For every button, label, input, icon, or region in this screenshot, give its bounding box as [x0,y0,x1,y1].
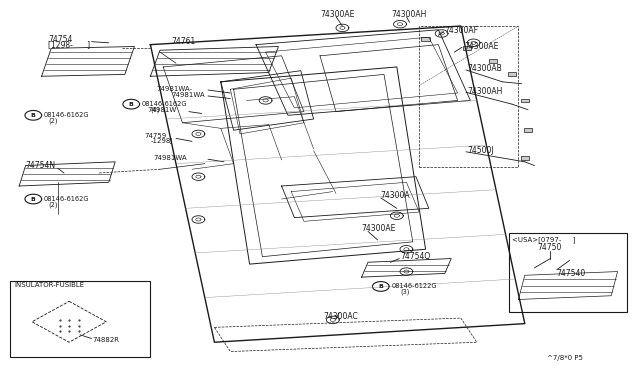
Text: <USA>[0797-     ]: <USA>[0797- ] [512,237,575,243]
Bar [508,73,516,76]
Text: 08146-6162G: 08146-6162G [44,196,89,202]
Bar [489,60,497,63]
Text: B: B [31,196,36,202]
Text: 08146-6122G: 08146-6122G [392,283,437,289]
Text: 74300AE: 74300AE [464,42,499,51]
Text: 08146-6162G: 08146-6162G [142,101,188,107]
Text: 08146-6162G: 08146-6162G [44,112,89,118]
Bar [463,46,471,50]
Text: 74981WA: 74981WA [154,155,188,161]
Bar [524,128,532,132]
Text: [1298-      ]: [1298- ] [48,40,90,49]
Text: B: B [378,284,383,289]
Text: (2): (2) [48,118,58,124]
Bar [10,281,150,357]
Text: 74754Q: 74754Q [400,252,430,261]
Bar [521,156,529,160]
Bar [509,232,627,312]
Text: -1298J: -1298J [150,138,173,144]
Text: 74300AH: 74300AH [467,87,502,96]
Bar [422,37,430,41]
Text: (4): (4) [150,106,160,113]
Text: 74300AE: 74300AE [320,10,355,19]
Bar [521,99,529,102]
Text: 74300AC: 74300AC [323,312,358,321]
Text: B: B [31,113,36,118]
Text: 74981W: 74981W [147,107,177,113]
Text: ^7/8*0 P5: ^7/8*0 P5 [547,355,583,361]
Bar [419,26,518,167]
Text: 74300AF: 74300AF [445,26,479,35]
Text: 74300AE: 74300AE [362,224,396,233]
Text: (2): (2) [48,201,58,208]
Text: 74761: 74761 [172,37,196,46]
Text: 74754N: 74754N [26,161,56,170]
Text: 74750: 74750 [538,243,562,252]
Text: (3): (3) [400,289,410,295]
Text: 74759: 74759 [144,133,166,139]
Text: 74981WA: 74981WA [172,92,205,98]
Text: 74754: 74754 [48,35,72,44]
Text: 74500J: 74500J [467,146,494,155]
Text: INSULATOR-FUSIBLE: INSULATOR-FUSIBLE [14,282,84,288]
Text: 74300A: 74300A [381,191,410,200]
Text: 747540: 747540 [557,269,586,278]
Text: 74981WA-: 74981WA- [157,86,193,92]
Text: 74882R: 74882R [93,337,120,343]
Text: 74300AB: 74300AB [467,64,502,73]
Text: 74300AH: 74300AH [392,10,427,19]
Text: B: B [129,102,134,107]
